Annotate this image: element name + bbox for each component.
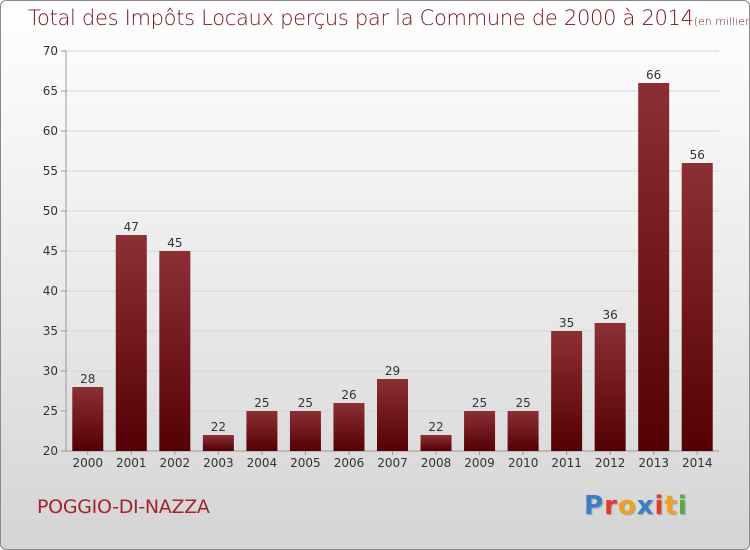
y-tick-label: 50 (43, 204, 58, 218)
data-label: 47 (124, 220, 139, 234)
logo-letter: t (664, 491, 678, 521)
logo-letter: P (584, 491, 605, 521)
x-tick-label: 2014 (682, 456, 713, 470)
y-tick-label: 60 (43, 124, 58, 138)
x-tick-label: 2009 (464, 456, 495, 470)
x-tick-label: 2012 (595, 456, 626, 470)
chart-title-main: Total des Impôts Locaux perçus par la Co… (28, 6, 694, 30)
bar-2004 (246, 411, 278, 451)
x-tick-label: 2006 (334, 456, 365, 470)
chart-title: Total des Impôts Locaux perçus par la Co… (28, 6, 750, 30)
bar-2007 (377, 379, 408, 451)
logo-letter: r (604, 491, 618, 521)
bar-2001 (115, 235, 147, 451)
data-label: 26 (341, 388, 356, 402)
data-label: 66 (646, 68, 661, 82)
x-tick-label: 2000 (72, 456, 103, 470)
x-tick-label: 2005 (290, 456, 321, 470)
y-tick-label: 20 (43, 444, 58, 458)
data-label: 25 (254, 396, 269, 410)
x-tick-label: 2003 (203, 456, 234, 470)
bar-2005 (289, 411, 321, 451)
x-tick-label: 2008 (421, 456, 452, 470)
data-label: 29 (385, 364, 400, 378)
logo-letter: i (654, 491, 665, 521)
data-label: 22 (428, 420, 443, 434)
proxiti-logo[interactable]: Proxiti (584, 491, 688, 521)
y-tick-label: 25 (43, 404, 58, 418)
x-tick-label: 2002 (160, 456, 191, 470)
bar-2003 (202, 435, 234, 451)
data-label: 25 (515, 396, 530, 410)
y-tick-label: 70 (43, 44, 58, 58)
bar-2000 (72, 387, 104, 451)
y-tick-label: 40 (43, 284, 58, 298)
data-label: 35 (559, 316, 574, 330)
logo-letter: i (677, 491, 688, 521)
logo-letter: o (617, 491, 637, 521)
data-label: 25 (472, 396, 487, 410)
labels: 20 25 30 35 40 45 50 55 60 65 70 2000 28 2001 47 2002 45… (43, 44, 713, 470)
y-tick-label: 55 (43, 164, 58, 178)
chart-title-unit: (en milliers d'€) (693, 15, 750, 28)
y-tick-label: 30 (43, 364, 58, 378)
data-label: 22 (211, 420, 226, 434)
x-tick-label: 2013 (638, 456, 669, 470)
y-tick-label: 45 (43, 244, 58, 258)
y-tick-label: 35 (43, 324, 58, 338)
x-tick-label: 2004 (247, 456, 278, 470)
bars (72, 83, 713, 451)
data-label: 25 (298, 396, 313, 410)
data-label: 45 (167, 236, 182, 250)
x-tick-label: 2001 (116, 456, 147, 470)
logo-letter: x (636, 491, 655, 521)
x-tick-label: 2007 (377, 456, 408, 470)
x-tick-label: 2010 (508, 456, 539, 470)
bar-2010 (507, 411, 539, 451)
bar-2013 (638, 83, 670, 451)
y-tick-label: 65 (43, 84, 58, 98)
bar-2009 (464, 411, 496, 451)
bar-2011 (551, 331, 583, 451)
commune-name: POGGIO-DI-NAZZA (37, 496, 210, 518)
bar-2006 (333, 403, 365, 451)
data-label: 28 (80, 372, 95, 386)
bar-2002 (159, 251, 191, 451)
data-label: 36 (603, 308, 618, 322)
bar-2008 (420, 435, 452, 451)
data-label: 56 (690, 148, 705, 162)
bar-2014 (681, 163, 713, 451)
bar-2012 (594, 323, 626, 451)
x-tick-label: 2011 (551, 456, 582, 470)
